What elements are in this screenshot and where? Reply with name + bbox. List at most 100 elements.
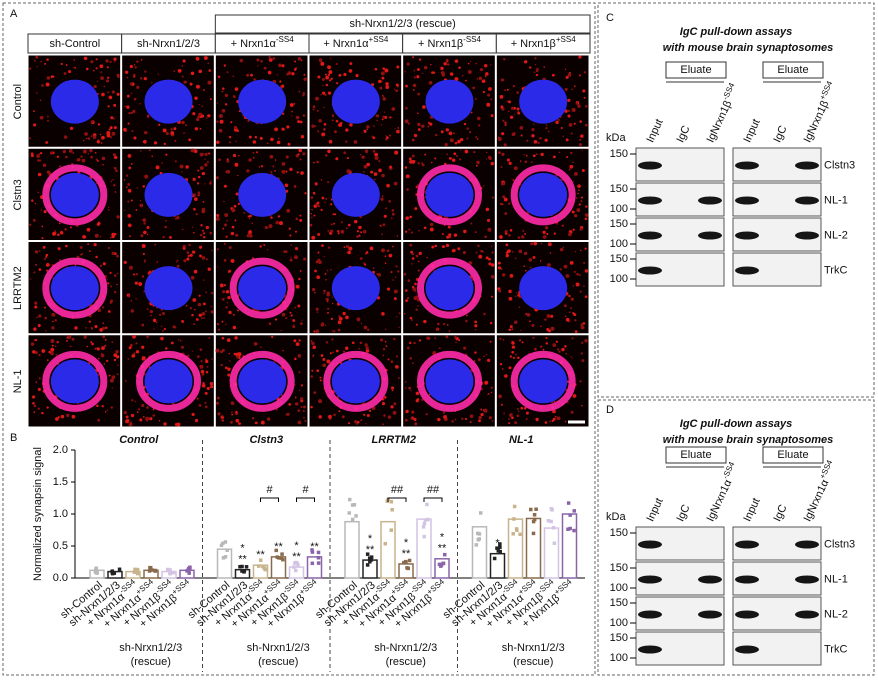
puncta	[41, 349, 46, 353]
puncta	[298, 148, 303, 153]
puncta	[475, 251, 478, 254]
data-point	[242, 570, 246, 574]
puncta	[127, 214, 132, 218]
puncta	[315, 307, 319, 311]
puncta	[293, 339, 297, 343]
puncta	[376, 273, 378, 275]
puncta	[311, 235, 316, 240]
puncta	[59, 231, 64, 235]
puncta	[584, 247, 587, 250]
data-point	[225, 548, 229, 552]
puncta	[170, 128, 173, 131]
puncta	[579, 74, 581, 77]
puncta	[186, 257, 190, 261]
puncta	[141, 403, 145, 408]
puncta	[111, 131, 116, 136]
puncta	[201, 256, 206, 260]
puncta	[389, 165, 392, 169]
puncta	[333, 222, 335, 225]
puncta	[169, 236, 172, 239]
puncta	[570, 297, 574, 301]
puncta	[236, 309, 239, 312]
puncta	[409, 215, 412, 219]
eluate-box	[665, 61, 727, 79]
data-point	[389, 528, 394, 532]
puncta	[192, 112, 196, 116]
puncta	[217, 328, 221, 331]
puncta	[136, 411, 139, 414]
puncta	[324, 93, 327, 97]
puncta	[440, 66, 444, 71]
puncta	[185, 124, 188, 127]
puncta	[531, 128, 535, 132]
puncta	[316, 275, 321, 280]
puncta	[516, 91, 519, 94]
puncta	[385, 135, 387, 137]
puncta	[139, 199, 142, 202]
puncta	[142, 185, 145, 188]
data-point	[368, 559, 372, 564]
puncta	[107, 76, 110, 79]
column-header-base: + Nrxn1α	[323, 38, 369, 50]
puncta	[62, 149, 67, 154]
band	[735, 645, 759, 654]
puncta	[216, 322, 220, 326]
puncta	[278, 63, 282, 68]
puncta	[429, 222, 434, 227]
puncta	[31, 199, 34, 202]
puncta	[487, 227, 492, 232]
band	[735, 231, 759, 240]
puncta	[411, 154, 415, 158]
puncta	[388, 199, 391, 203]
puncta	[414, 422, 418, 426]
puncta	[130, 65, 132, 67]
puncta	[102, 326, 106, 330]
puncta	[202, 88, 206, 92]
puncta	[99, 264, 103, 268]
puncta	[46, 115, 49, 118]
puncta	[107, 282, 110, 285]
puncta	[340, 221, 343, 224]
puncta	[520, 134, 523, 137]
data-point	[223, 555, 228, 559]
puncta	[299, 158, 302, 161]
puncta	[548, 329, 551, 333]
puncta	[550, 326, 555, 331]
puncta	[384, 262, 387, 264]
puncta	[286, 412, 290, 416]
puncta	[313, 391, 317, 395]
puncta	[46, 406, 49, 409]
puncta	[107, 246, 110, 250]
marker-label: 100	[610, 273, 628, 285]
puncta	[338, 410, 341, 413]
puncta	[217, 75, 221, 79]
puncta	[328, 70, 333, 75]
significance: *	[440, 532, 445, 544]
eluate-box	[665, 446, 727, 464]
data-point	[293, 568, 298, 573]
column-header-box	[495, 33, 591, 54]
puncta	[318, 399, 323, 404]
puncta	[552, 417, 556, 421]
puncta	[107, 91, 110, 94]
puncta	[134, 400, 136, 403]
puncta	[345, 315, 349, 320]
puncta	[234, 336, 238, 340]
puncta	[191, 350, 194, 352]
puncta	[138, 408, 141, 411]
puncta	[82, 139, 85, 142]
puncta	[110, 406, 114, 409]
puncta	[40, 61, 42, 63]
puncta	[366, 125, 370, 129]
puncta	[128, 422, 133, 427]
puncta	[116, 215, 120, 219]
data-point	[389, 499, 394, 504]
puncta	[559, 247, 564, 252]
puncta	[490, 161, 495, 166]
puncta	[239, 58, 244, 63]
data-point	[316, 561, 321, 565]
puncta	[263, 66, 267, 70]
puncta	[224, 103, 228, 106]
puncta	[407, 122, 410, 125]
puncta	[374, 67, 378, 71]
